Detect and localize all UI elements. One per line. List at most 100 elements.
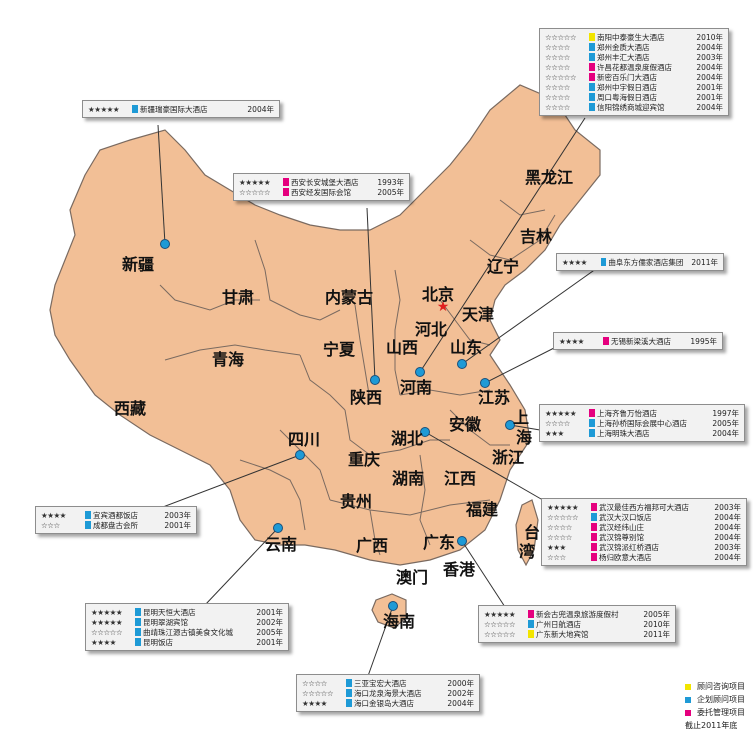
province-labels: 新疆 西藏 青海 甘肃 内蒙古 宁夏 陕西 山西 北京 河北 天津 辽宁 吉林 … xyxy=(114,168,573,631)
hotel-entry: ★★★★★ 武汉最佳西方福邦可大酒店 2003年 xyxy=(547,502,741,512)
hotel-star-rating: ☆☆☆☆☆ xyxy=(91,627,123,637)
hotel-name: 武汉锦尊别馆 xyxy=(599,532,644,542)
hotel-year: 2001年 xyxy=(696,82,723,92)
hotel-star-rating: ☆☆☆☆ xyxy=(302,678,327,688)
hotel-name: 新会古兜温泉旅游度假村 xyxy=(536,609,619,619)
marker-wuxi xyxy=(480,378,490,388)
hotel-entry: ★★★★★ 昆明翠湖宾馆 2002年 xyxy=(91,617,283,627)
hotel-star-rating: ☆☆☆☆☆ xyxy=(484,619,516,629)
hotel-star-rating: ★★★★★ xyxy=(547,502,579,512)
label-beijing: 北京 xyxy=(422,285,454,304)
hotel-star-rating: ★★★★ xyxy=(562,257,587,267)
project-type-swatch xyxy=(589,409,595,417)
hotel-star-rating: ★★★ xyxy=(545,428,564,438)
label-jilin: 吉林 xyxy=(520,227,552,246)
hotel-name: 宜宾酒都饭店 xyxy=(93,510,138,520)
hotel-entry: ☆☆☆☆☆ 广州日航酒店 2010年 xyxy=(484,619,670,629)
legend-item-consulting: 顾问咨询项目 xyxy=(685,680,745,693)
label-aomen: 澳门 xyxy=(396,568,428,587)
project-type-swatch xyxy=(589,73,595,81)
hotel-name: 上海齐鲁万怡酒店 xyxy=(597,408,657,418)
hotel-year: 2004年 xyxy=(696,42,723,52)
project-type-swatch xyxy=(135,628,141,636)
label-shaanxi: 陕西 xyxy=(350,388,382,407)
legend-swatch-planning xyxy=(685,696,691,703)
province-borders xyxy=(159,199,556,556)
hotel-name: 海口龙泉海景大酒店 xyxy=(354,688,422,698)
hotel-entry: ☆☆☆☆ 上海孙桥国际会展中心酒店 2005年 xyxy=(545,418,739,428)
hotel-star-rating: ☆☆☆☆☆ xyxy=(239,187,271,197)
hotel-entry: ☆☆☆☆☆ 新密百乐门大酒店 2004年 xyxy=(545,72,723,82)
callout-shanghai: ★★★★★ 上海齐鲁万怡酒店 1997年 ☆☆☆☆ 上海孙桥国际会展中心酒店 2005年 ★… xyxy=(539,404,745,442)
hotel-name: 郑州中宇假日酒店 xyxy=(597,82,657,92)
label-liaoning: 辽宁 xyxy=(487,257,519,276)
label-jiangsu: 江苏 xyxy=(478,388,510,407)
hotel-entry: ☆☆☆☆ 三亚宝宏大酒店 2000年 xyxy=(302,678,474,688)
hotel-name: 广东新大地宾馆 xyxy=(536,629,589,639)
hotel-star-rating: ★★★★ xyxy=(559,336,584,346)
label-shanxi: 山西 xyxy=(386,338,418,357)
hotel-star-rating: ☆☆☆☆ xyxy=(545,82,570,92)
callout-guangdong: ★★★★★ 新会古兜温泉旅游度假村 2005年 ☆☆☆☆☆ 广州日航酒店 2010年 ☆☆☆… xyxy=(478,605,676,643)
hotel-star-rating: ★★★★★ xyxy=(239,177,271,187)
hotel-entry: ★★★★ 海口金银岛大酒店 2004年 xyxy=(302,698,474,708)
project-type-swatch xyxy=(135,618,141,626)
project-type-swatch xyxy=(589,43,595,51)
hotel-entry: ★★★★★ 新会古兜温泉旅游度假村 2005年 xyxy=(484,609,670,619)
hotel-name: 广州日航酒店 xyxy=(536,619,581,629)
label-xianggang: 香港 xyxy=(442,560,476,579)
project-type-swatch xyxy=(589,83,595,91)
hotel-year: 2004年 xyxy=(712,428,739,438)
hotel-entry: ★★★★ 宜宾酒都饭店 2003年 xyxy=(41,510,191,520)
hotel-entry: ☆☆☆☆ 郑州丰汇大酒店 2003年 xyxy=(545,52,723,62)
hotel-entry: ★★★★ 昆明饭店 2001年 xyxy=(91,637,283,647)
hotel-star-rating: ☆☆☆☆ xyxy=(545,42,570,52)
hotel-year: 2004年 xyxy=(696,102,723,112)
callout-henan: ☆☆☆☆☆ 南阳中泰豪生大酒店 2010年 ☆☆☆☆ 郑州金质大酒店 2004年 ☆☆☆☆ 郑… xyxy=(539,28,729,116)
legend-item-management: 委托管理项目 xyxy=(685,706,745,719)
hotel-entry: ★★★ 上海明珠大酒店 2004年 xyxy=(545,428,739,438)
label-tianjin: 天津 xyxy=(462,305,494,324)
hotel-entry: ☆☆☆☆☆ 南阳中泰豪生大酒店 2010年 xyxy=(545,32,723,42)
hotel-name: 昆明天恒大酒店 xyxy=(143,607,196,617)
hotel-name: 成都盘古会所 xyxy=(93,520,138,530)
marker-guangdong xyxy=(457,536,467,546)
hotel-name: 上海孙桥国际会展中心酒店 xyxy=(597,418,687,428)
hotel-entry: ☆☆☆☆ 周口粤海假日酒店 2001年 xyxy=(545,92,723,102)
project-type-swatch xyxy=(346,689,352,697)
hotel-entry: ★★★★★ 昆明天恒大酒店 2001年 xyxy=(91,607,283,617)
label-taiwan-2: 湾 xyxy=(519,542,535,561)
label-sichuan: 四川 xyxy=(288,430,320,449)
hotel-entry: ☆☆☆☆ 许昌花都温泉度假酒店 2004年 xyxy=(545,62,723,72)
label-heilongjiang: 黑龙江 xyxy=(525,168,573,187)
hotel-year: 2005年 xyxy=(377,187,404,197)
capital-star-icon: ★ xyxy=(437,299,450,315)
project-type-swatch xyxy=(135,638,141,646)
hotel-name: 周口粤海假日酒店 xyxy=(597,92,657,102)
project-type-swatch xyxy=(528,620,534,628)
callout-hainan: ☆☆☆☆ 三亚宝宏大酒店 2000年 ☆☆☆☆☆ 海口龙泉海景大酒店 2002年 ★★★★ 海… xyxy=(296,674,480,712)
label-henan: 河南 xyxy=(400,378,432,397)
label-neimenggu: 内蒙古 xyxy=(325,288,373,307)
project-type-swatch xyxy=(135,608,141,616)
project-type-swatch xyxy=(591,523,597,531)
hotel-year: 2001年 xyxy=(256,637,283,647)
label-ningxia: 宁夏 xyxy=(323,340,356,359)
hotel-name: 昆明翠湖宾馆 xyxy=(143,617,188,627)
hotel-star-rating: ★★★★★ xyxy=(91,607,123,617)
project-type-swatch xyxy=(589,53,595,61)
hotel-entry: ☆☆☆☆ 武汉经纬山庄 2004年 xyxy=(547,522,741,532)
hotel-star-rating: ☆☆☆☆ xyxy=(545,102,570,112)
callout-xian: ★★★★★ 西安长安城堡大酒店 1993年 ☆☆☆☆☆ 西安经发国际会馆 2005年 xyxy=(233,173,410,201)
project-type-swatch xyxy=(589,63,595,71)
hotel-star-rating: ☆☆☆☆ xyxy=(545,62,570,72)
project-type-swatch xyxy=(591,543,597,551)
hotel-star-rating: ★★★★★ xyxy=(91,617,123,627)
project-type-swatch xyxy=(528,610,534,618)
hotel-entry: ★★★★★ 西安长安城堡大酒店 1993年 xyxy=(239,177,404,187)
project-type-swatch xyxy=(589,419,595,427)
hotel-star-rating: ★★★★ xyxy=(302,698,327,708)
marker-sichuan xyxy=(295,450,305,460)
hotel-entry: ☆☆☆☆☆ 武汉大汉口饭店 2004年 xyxy=(547,512,741,522)
marker-shanghai xyxy=(505,420,515,430)
